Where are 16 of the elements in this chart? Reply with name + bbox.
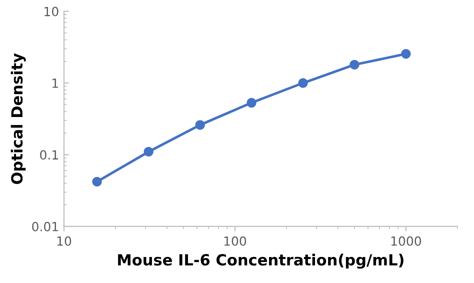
point bbox=[144, 146, 154, 157]
y-tick-label: 0.01 bbox=[32, 222, 58, 232]
x-axis-title: Mouse IL-6 Concentration(pg/mL) bbox=[118, 254, 404, 269]
point bbox=[92, 176, 102, 187]
x-tick-label: 100 bbox=[224, 236, 246, 246]
point bbox=[298, 78, 308, 88]
point bbox=[350, 60, 360, 70]
y-axis-title: Optical Density bbox=[10, 53, 26, 184]
y-tick-label: 0.1 bbox=[40, 150, 58, 160]
point bbox=[401, 49, 411, 59]
x-tick-label: 10 bbox=[57, 236, 72, 246]
point bbox=[195, 120, 205, 130]
y-tick-label: 1 bbox=[52, 78, 58, 88]
y-tick-label: 10 bbox=[44, 6, 58, 16]
point bbox=[246, 98, 256, 108]
x-tick-label: 1000 bbox=[391, 236, 422, 246]
